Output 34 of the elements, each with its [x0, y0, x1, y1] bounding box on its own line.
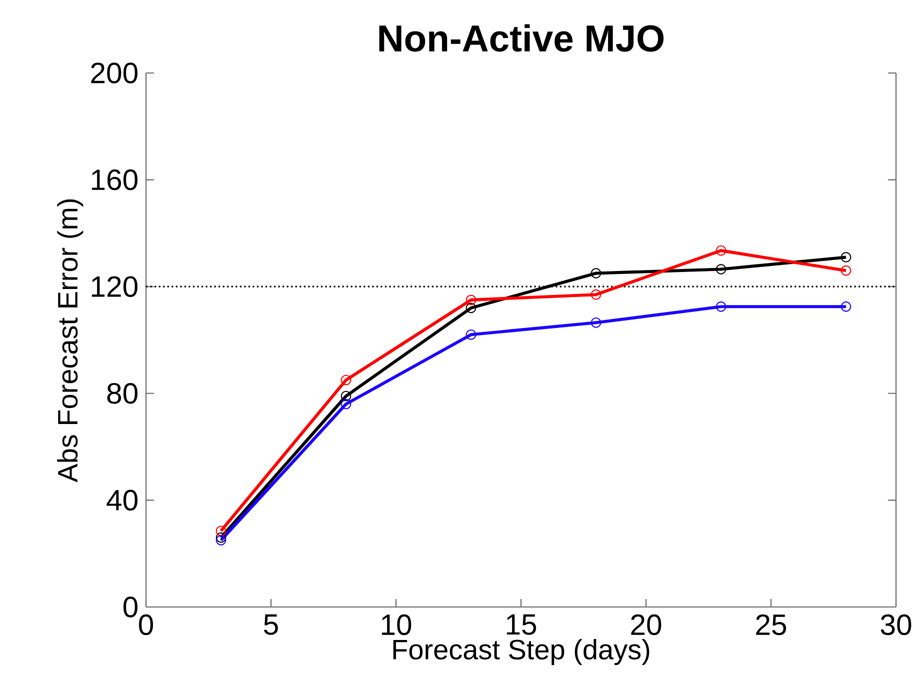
y-tick-label: 40	[106, 490, 138, 511]
point	[340, 374, 352, 386]
x-tick-label: 5	[264, 614, 278, 635]
x-tick-label: 30	[880, 614, 912, 636]
chart-title: Non-Active MJO	[379, 24, 664, 52]
point	[216, 526, 226, 536]
x-tick-label: 20	[631, 614, 662, 636]
y-tick-label: 120	[92, 276, 138, 297]
y-tick-label: 160	[92, 169, 138, 190]
x-tick-label: 15	[506, 614, 536, 635]
point	[840, 301, 852, 312]
point	[716, 301, 726, 312]
point	[466, 294, 476, 306]
point	[716, 264, 726, 274]
x-tick-label: 0	[138, 614, 154, 636]
point	[340, 390, 352, 402]
y-axis-title: Abs Forecast Error (m)	[57, 199, 84, 482]
y-tick-label: 200	[91, 62, 138, 84]
point	[716, 245, 726, 256]
point	[590, 268, 602, 278]
point	[840, 265, 852, 276]
x-axis-title: Forecast Step (days)	[393, 638, 650, 666]
point	[590, 289, 602, 300]
point	[466, 329, 476, 340]
point	[590, 317, 602, 328]
y-tick-label: 80	[107, 383, 138, 404]
point	[840, 252, 852, 262]
x-tick-label: 10	[382, 614, 412, 636]
point	[466, 302, 476, 314]
y-tick-label: 0	[123, 596, 138, 618]
x-tick-label: 25	[756, 614, 786, 636]
point	[216, 532, 226, 543]
point	[340, 398, 352, 410]
point	[216, 535, 226, 546]
